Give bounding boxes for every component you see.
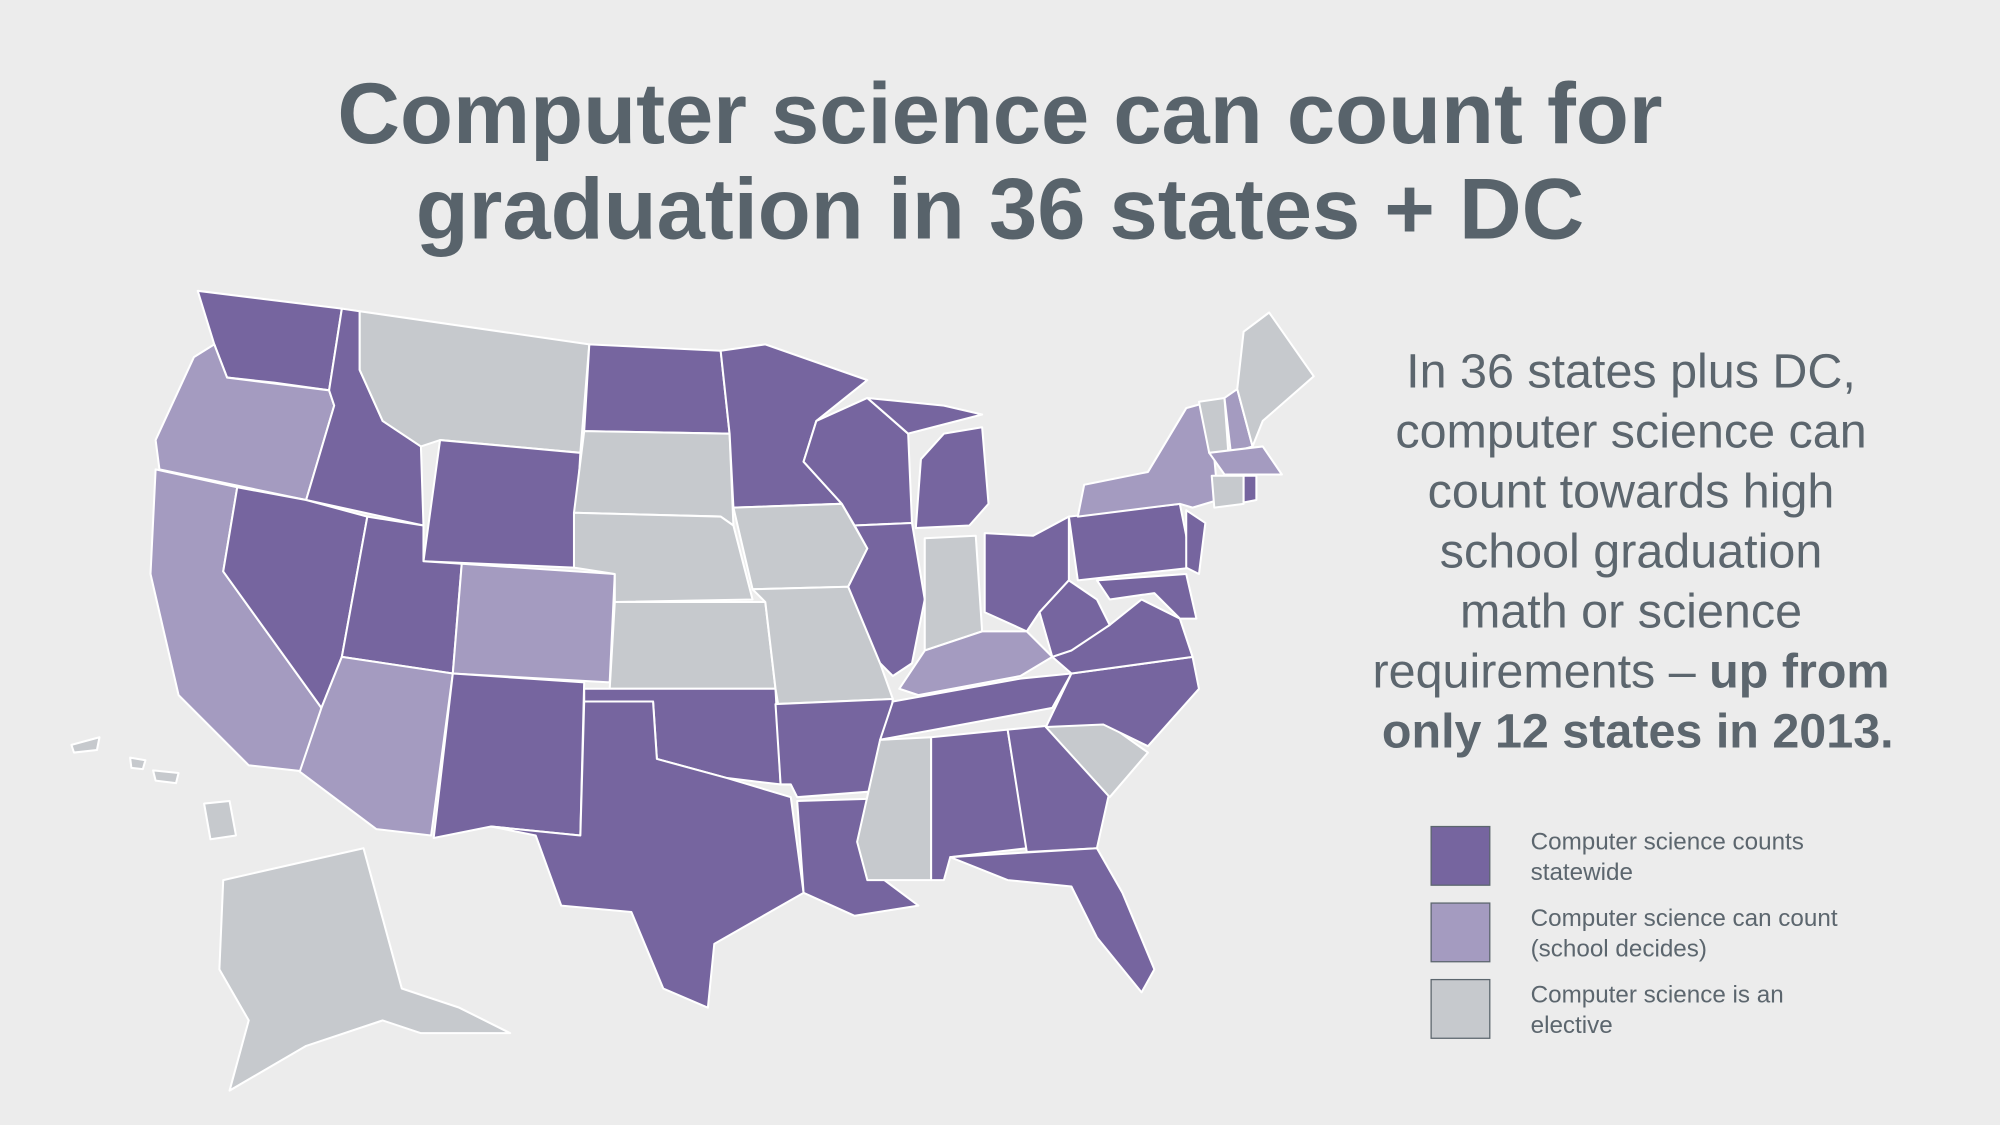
description-emphasis: only 12 states in 2013. bbox=[1382, 704, 1894, 758]
legend-label: statewide bbox=[1531, 859, 1633, 886]
state bbox=[1038, 579, 1111, 658]
state bbox=[203, 800, 237, 841]
state bbox=[422, 439, 582, 569]
description-text: requirements – bbox=[1373, 645, 1696, 699]
state bbox=[218, 847, 512, 1092]
state bbox=[432, 672, 586, 840]
legend-label: Computer science counts bbox=[1531, 828, 1804, 855]
state bbox=[914, 426, 990, 530]
description-line: In 36 states plus DC, bbox=[1406, 345, 1856, 399]
state bbox=[583, 343, 731, 435]
title-line: Computer science can count for bbox=[337, 65, 1662, 162]
state bbox=[152, 769, 180, 785]
state bbox=[1208, 445, 1283, 476]
state bbox=[847, 521, 926, 678]
us-map bbox=[70, 289, 1315, 1092]
state bbox=[1242, 474, 1258, 504]
state bbox=[774, 697, 894, 799]
state bbox=[898, 630, 1054, 697]
state bbox=[949, 847, 1156, 994]
state bbox=[856, 736, 933, 882]
state bbox=[572, 430, 735, 527]
description-line: count towards high bbox=[1428, 465, 1835, 519]
legend-label: (school decides) bbox=[1531, 936, 1707, 963]
legend-swatch bbox=[1430, 825, 1491, 886]
state bbox=[70, 736, 101, 754]
title-line: graduation in 36 states + DC bbox=[416, 161, 1585, 258]
legend-swatch bbox=[1430, 902, 1491, 963]
state bbox=[1236, 311, 1315, 448]
description-emphasis: up from bbox=[1709, 645, 1889, 699]
state bbox=[1210, 474, 1245, 509]
legend-label: elective bbox=[1531, 1012, 1613, 1039]
description-line: requirements – up from bbox=[1373, 645, 1890, 699]
legend-swatch bbox=[1430, 978, 1491, 1039]
legend: Computer science counts statewide Computer… bbox=[1430, 825, 1838, 1039]
state bbox=[1185, 509, 1207, 575]
description-line: math or science bbox=[1460, 585, 1802, 639]
legend-label: Computer science is an bbox=[1531, 982, 1784, 1009]
description: In 36 states plus DC, computer science c… bbox=[1373, 345, 1903, 759]
state bbox=[1095, 572, 1198, 620]
state bbox=[608, 601, 777, 690]
state bbox=[732, 502, 869, 591]
legend-label: Computer science can count bbox=[1531, 905, 1838, 932]
description-line: computer science can bbox=[1395, 405, 1866, 459]
state bbox=[490, 700, 805, 1009]
description-line: school graduation bbox=[1440, 525, 1823, 579]
state bbox=[572, 511, 754, 604]
state bbox=[879, 672, 1073, 741]
state bbox=[129, 756, 147, 771]
state bbox=[451, 562, 616, 684]
state bbox=[866, 396, 984, 435]
